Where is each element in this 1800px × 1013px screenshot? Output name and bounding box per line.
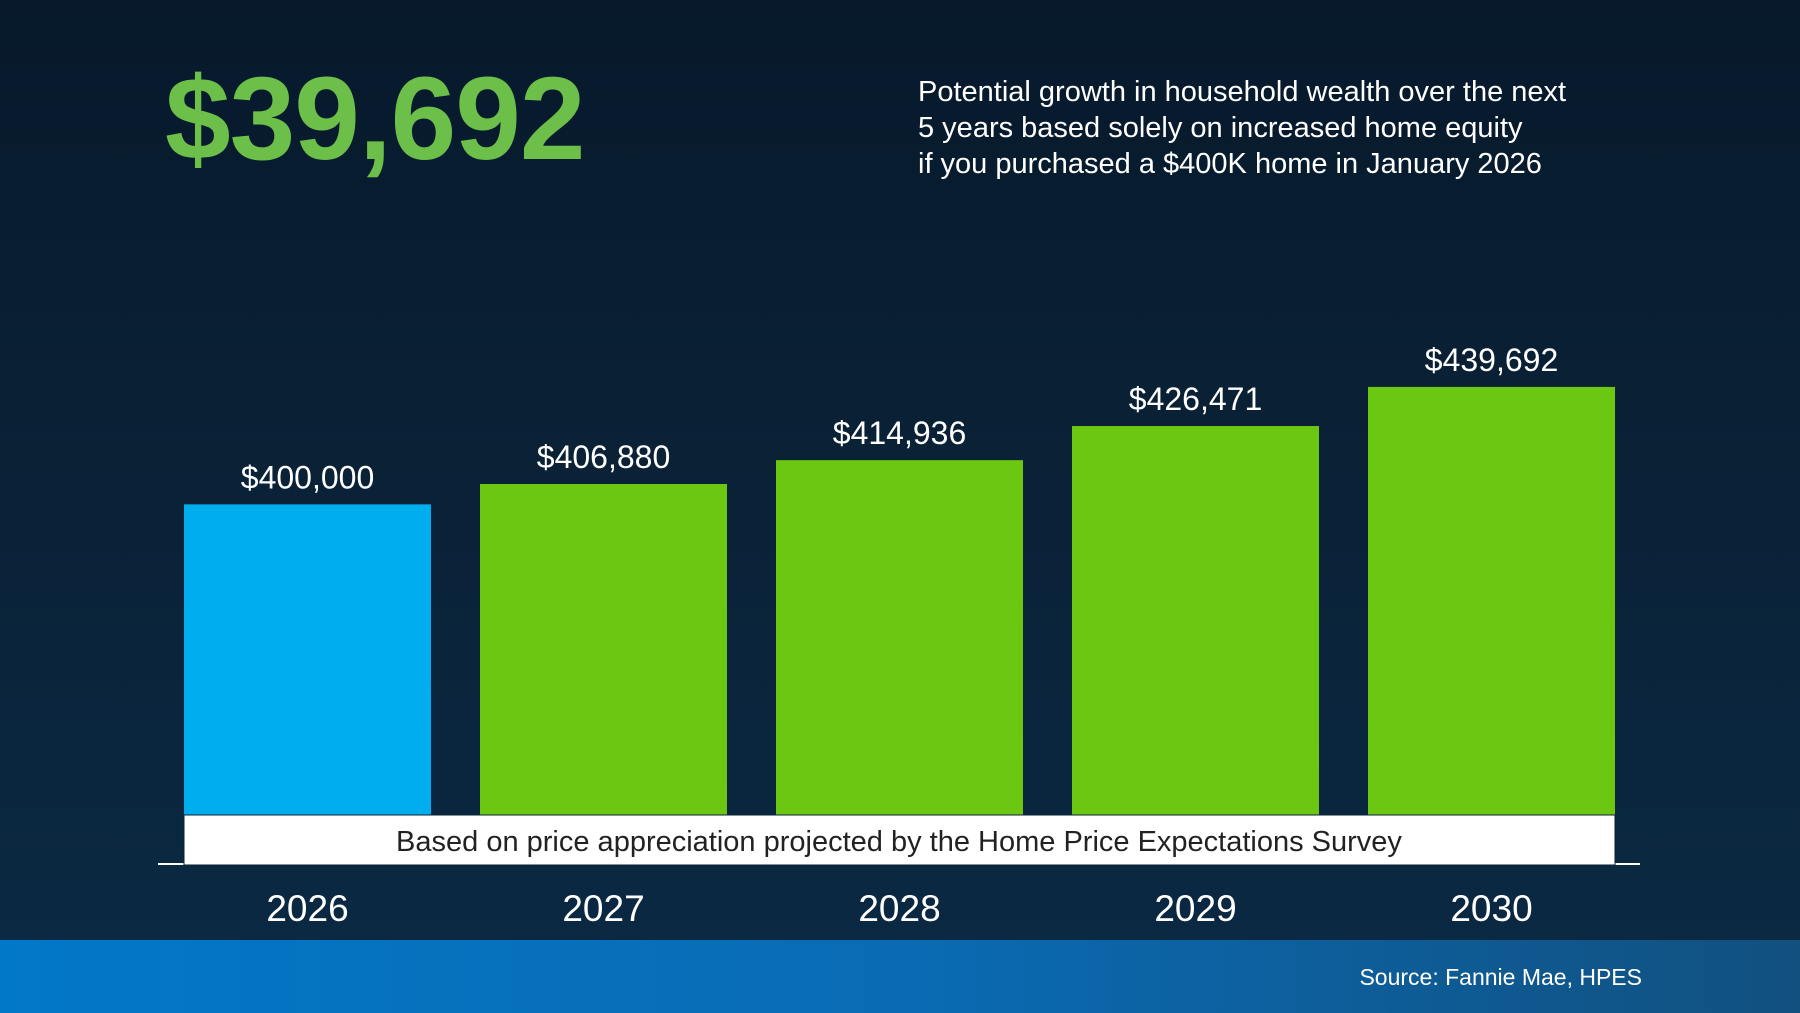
description-line-1: Potential growth in household wealth ove… (918, 76, 1567, 108)
note-box (183, 814, 1616, 866)
value-label-2027: $406,880 (537, 439, 670, 475)
footer-bar: Source: Fannie Mae, HPES (0, 940, 1800, 1013)
value-label-2030: $439,692 (1425, 342, 1558, 378)
bar-chart: $400,000 2026 $406,880 2027 $414,936 2028 $426… (183, 342, 1616, 929)
value-label-2029: $426,471 (1129, 381, 1262, 417)
bar-2026 (184, 504, 431, 817)
value-label-2026: $400,000 (241, 459, 374, 495)
bar-2027 (480, 483, 727, 817)
bar-2028 (776, 460, 1023, 817)
x-tick-label-2027: 2027 (562, 888, 644, 929)
x-tick-label-2026: 2026 (266, 888, 348, 929)
bar-2030 (1368, 386, 1615, 817)
note-text: Based on price appreciation projected by… (396, 826, 1402, 858)
headline-value: $39,692 (165, 53, 586, 185)
source-text: Source: Fannie Mae, HPES (1359, 964, 1642, 990)
chart-description: Potential growth in household wealth ove… (918, 74, 1738, 182)
x-tick-label-2029: 2029 (1154, 888, 1236, 929)
bar-2029 (1072, 426, 1319, 817)
x-tick-label-2030: 2030 (1450, 888, 1532, 929)
description-line-2: 5 years based solely on increased home e… (918, 112, 1523, 144)
description-line-3: if you purchased a $400K home in January… (918, 148, 1542, 180)
value-label-2028: $414,936 (833, 415, 966, 451)
x-tick-label-2028: 2028 (858, 888, 940, 929)
